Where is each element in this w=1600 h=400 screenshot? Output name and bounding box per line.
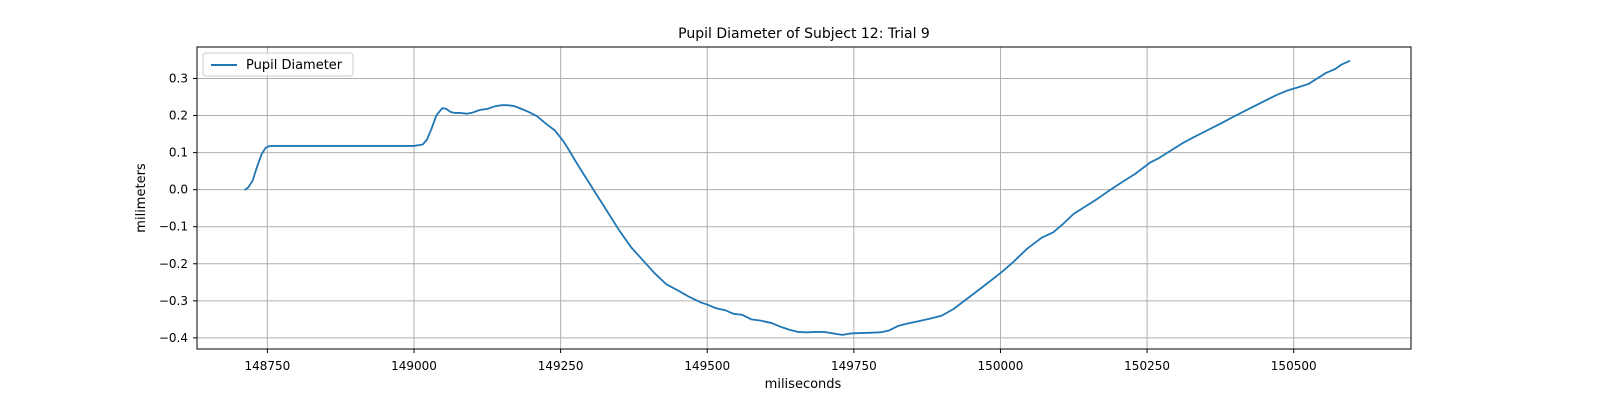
legend: Pupil Diameter	[202, 52, 354, 77]
grid	[197, 47, 1411, 349]
y-tick-label: 0.0	[169, 183, 188, 197]
x-tick-label: 150250	[1124, 359, 1170, 373]
x-tick-label: 149000	[391, 359, 437, 373]
y-tick-label: −0.1	[159, 220, 188, 234]
series-line-pupil-diameter	[244, 60, 1351, 336]
x-tick-label: 149750	[831, 359, 877, 373]
x-axis-label: miliseconds	[765, 377, 842, 392]
y-tick-label: 0.3	[169, 71, 188, 85]
y-axis-ticks: −0.4 −0.3 −0.2 −0.1 0.0 0.1 0.2 0.3	[159, 71, 197, 345]
x-tick-label: 148750	[244, 359, 290, 373]
x-axis-ticks: 148750 149000 149250 149500 149750 150000 1502…	[244, 349, 1317, 373]
x-tick-label: 149500	[684, 359, 730, 373]
y-tick-label: −0.2	[159, 257, 188, 271]
y-tick-label: −0.4	[159, 331, 188, 345]
y-tick-label: 0.2	[169, 109, 188, 123]
chart-title: Pupil Diameter of Subject 12: Trial 9	[678, 26, 930, 42]
x-tick-label: 150500	[1271, 359, 1317, 373]
y-tick-label: 0.1	[169, 146, 188, 160]
plot-frame	[196, 46, 1412, 350]
legend-label-pupil-diameter: Pupil Diameter	[246, 58, 343, 73]
legend-box	[202, 52, 354, 77]
x-tick-label: 150000	[978, 359, 1024, 373]
y-tick-label: −0.3	[159, 294, 188, 308]
x-tick-label: 149250	[538, 359, 584, 373]
y-axis-label: milimeters	[134, 163, 149, 233]
